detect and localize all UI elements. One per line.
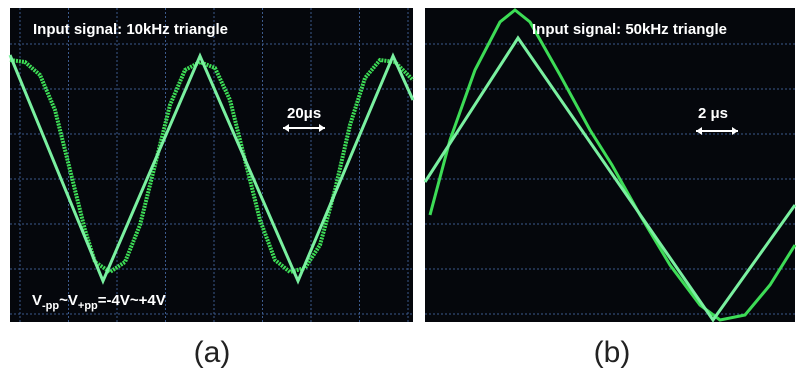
note-part: ~V <box>59 292 78 309</box>
note-part: -pp <box>42 300 59 312</box>
note-part: =-4V~+4V <box>98 292 166 309</box>
scope-screen-b <box>425 8 795 322</box>
figure: Input signal: 10kHz triangle 20μs V-pp~V… <box>0 0 798 372</box>
note-part: +pp <box>78 300 98 312</box>
panel-title: Input signal: 10kHz triangle <box>33 21 228 38</box>
panel-label: (b) <box>594 336 631 369</box>
panel-title: Input signal: 50kHz triangle <box>532 21 727 38</box>
panel-label: (a) <box>194 336 231 369</box>
note-part: V <box>32 292 42 309</box>
time-scale: 20μs <box>287 105 321 122</box>
time-scale: 2 μs <box>698 105 728 122</box>
